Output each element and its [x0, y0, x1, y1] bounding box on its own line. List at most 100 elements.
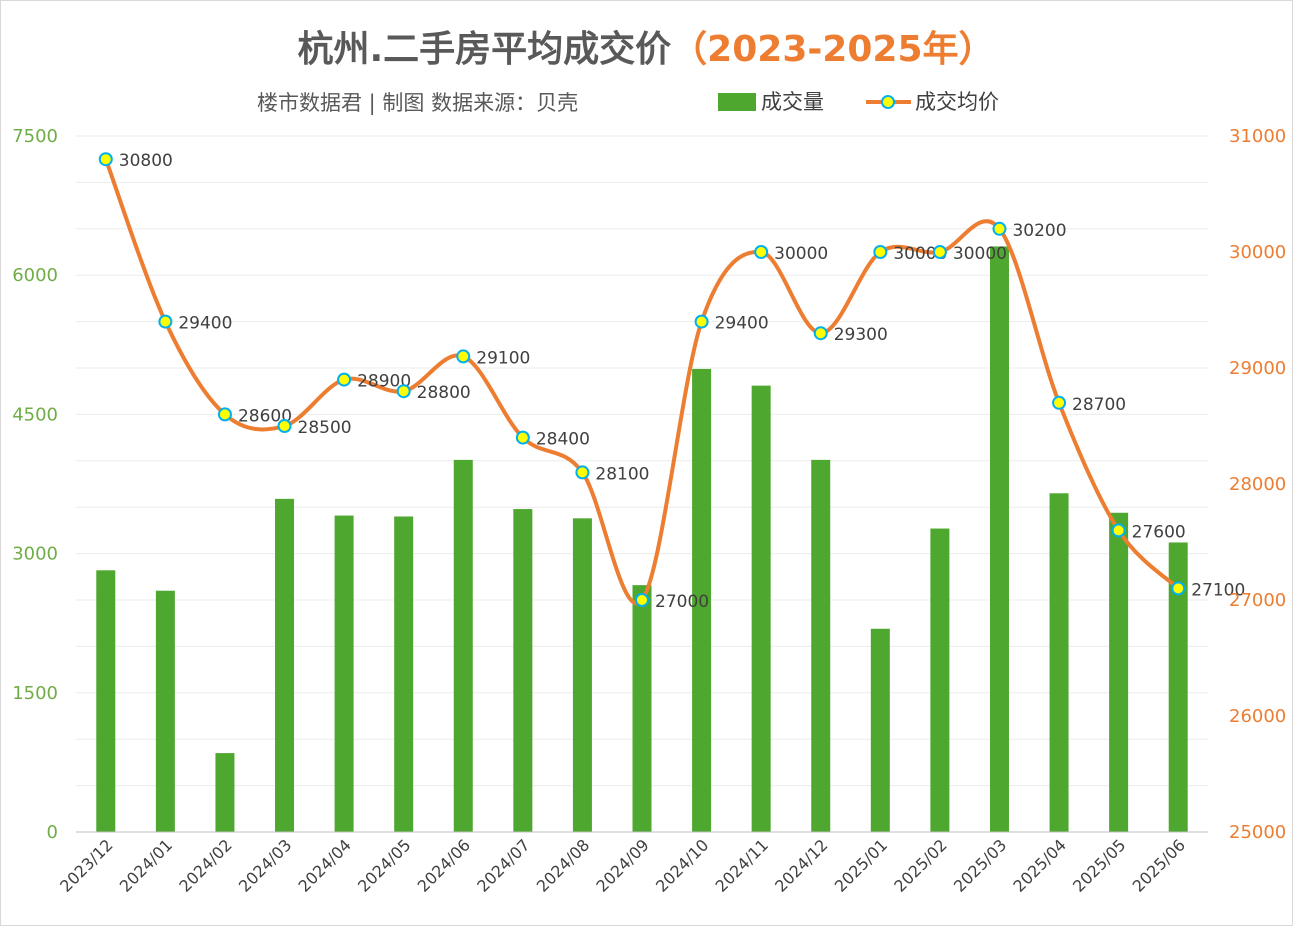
- data-label: 28900: [357, 372, 411, 392]
- bar: [692, 368, 712, 832]
- y-left-tick-label: 1500: [12, 683, 58, 704]
- line-marker: [98, 152, 113, 167]
- data-label: 29300: [834, 325, 888, 345]
- bar: [811, 459, 831, 832]
- data-label: 27600: [1132, 522, 1186, 542]
- x-tick-label: 2024/02: [175, 835, 235, 895]
- bar: [275, 498, 295, 832]
- chart-subtitle: 楼市数据君 | 制图 数据来源：贝壳: [257, 91, 578, 116]
- x-tick-label: 2024/01: [116, 835, 176, 895]
- legend-line-marker: [881, 95, 895, 109]
- x-tick-label: 2024/04: [294, 835, 354, 895]
- x-tick-label: 2025/03: [950, 835, 1010, 895]
- y-right-tick-label: 27000: [1229, 590, 1286, 611]
- bar: [1049, 493, 1069, 832]
- line-marker: [456, 349, 471, 364]
- line-marker: [873, 245, 888, 259]
- line-marker: [396, 384, 411, 399]
- data-label: 28500: [298, 418, 352, 438]
- x-tick-label: 2024/06: [414, 835, 474, 895]
- data-label: 28600: [238, 406, 292, 426]
- bar: [1168, 542, 1188, 832]
- x-tick-label: 2024/12: [771, 835, 831, 895]
- x-tick-label: 2024/11: [712, 835, 772, 895]
- legend-bar-swatch: [718, 93, 756, 111]
- y-left-tick-label: 3000: [12, 544, 58, 565]
- y-left-tick-label: 0: [47, 822, 58, 843]
- line-marker: [1171, 581, 1186, 596]
- bar: [96, 570, 116, 832]
- data-label: 30200: [1012, 221, 1066, 241]
- bar: [751, 385, 771, 832]
- data-label: 27100: [1191, 580, 1245, 600]
- line-marker: [1052, 395, 1067, 410]
- line-marker: [515, 430, 530, 445]
- bar: [930, 528, 950, 832]
- bar: [334, 515, 354, 832]
- data-label: 28100: [595, 464, 649, 484]
- line-marker: [813, 326, 828, 341]
- bar-series: [96, 246, 1188, 832]
- bar: [513, 509, 533, 832]
- y-right-tick-label: 30000: [1229, 242, 1286, 263]
- title-year: （2023-2025年）: [671, 29, 994, 70]
- line-marker: [635, 593, 649, 607]
- y-right-tick-label: 25000: [1229, 822, 1286, 843]
- data-label: 28800: [417, 383, 471, 403]
- x-tick-label: 2023/12: [56, 835, 116, 895]
- line-marker: [575, 465, 590, 480]
- line-marker: [158, 314, 173, 329]
- x-tick-label: 2025/04: [1009, 835, 1069, 895]
- x-tick-label: 2024/09: [592, 835, 652, 895]
- line-marker: [217, 407, 232, 422]
- x-tick-label: 2024/07: [473, 835, 533, 895]
- line-marker: [277, 419, 292, 433]
- bar: [215, 753, 235, 832]
- legend: 成交量 成交均价: [718, 90, 999, 114]
- bar: [1109, 512, 1129, 832]
- data-label: 28400: [536, 430, 590, 450]
- data-label: 30000: [953, 244, 1007, 264]
- x-tick-label: 2024/03: [235, 835, 295, 895]
- data-label: 30800: [119, 151, 173, 171]
- legend-bar-label: 成交量: [761, 90, 824, 114]
- x-tick-label: 2024/05: [354, 835, 414, 895]
- y-left-tick-label: 6000: [12, 265, 58, 286]
- y-right-tick-label: 31000: [1229, 126, 1286, 147]
- line-marker: [694, 314, 709, 329]
- y-left-tick-label: 7500: [12, 126, 58, 147]
- data-label: 30000: [774, 244, 828, 264]
- data-label: 28700: [1072, 395, 1126, 415]
- line-marker: [1111, 523, 1126, 538]
- x-tick-label: 2025/06: [1129, 835, 1189, 895]
- data-label: 29400: [715, 314, 769, 334]
- data-label: 29400: [178, 314, 232, 334]
- bar: [989, 246, 1009, 832]
- y-right-tick-label: 26000: [1229, 706, 1286, 727]
- line-marker: [337, 372, 352, 387]
- x-tick-label: 2024/10: [652, 835, 712, 895]
- line-marker: [992, 221, 1007, 236]
- chart-title: 杭州.二手房平均成交价（2023-2025年）: [297, 28, 994, 70]
- x-tick-label: 2025/02: [890, 835, 950, 895]
- bar: [394, 516, 414, 832]
- bar: [453, 459, 473, 832]
- line-marker: [754, 245, 769, 259]
- y-left-tick-label: 4500: [12, 404, 58, 425]
- y-right-tick-label: 28000: [1229, 474, 1286, 495]
- data-label: 29100: [476, 348, 530, 368]
- legend-line-label: 成交均价: [915, 90, 999, 114]
- bar: [870, 628, 890, 832]
- title-main: 杭州.二手房平均成交价: [297, 28, 671, 70]
- x-tick-label: 2024/08: [533, 835, 593, 895]
- bar: [572, 518, 592, 832]
- bar: [155, 590, 175, 832]
- data-label: 27000: [655, 592, 709, 612]
- x-tick-label: 2025/05: [1069, 835, 1129, 895]
- x-tick-label: 2025/01: [831, 835, 891, 895]
- line-marker: [932, 245, 947, 259]
- y-right-tick-label: 29000: [1229, 358, 1286, 379]
